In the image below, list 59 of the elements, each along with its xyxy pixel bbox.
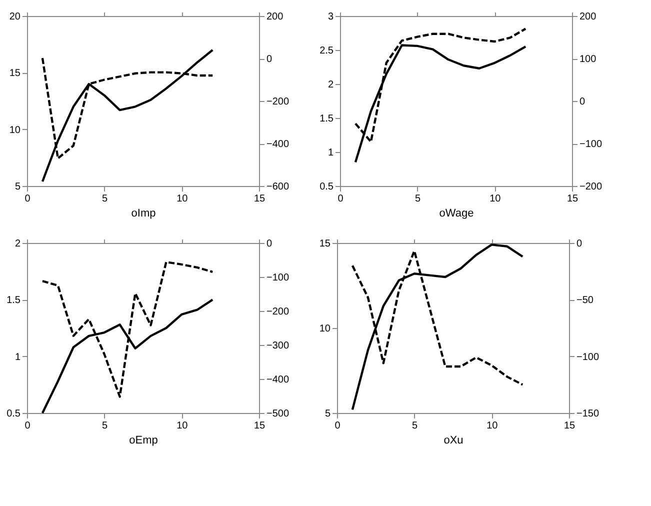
y2-tick-label: −50	[576, 295, 594, 306]
y2-tick-label: −100	[576, 352, 600, 363]
y2-tick-label: −100	[266, 272, 290, 284]
x-tick-label: 5	[412, 420, 418, 432]
x-tick-label: 5	[102, 420, 108, 432]
y2-tick-label: −400	[266, 139, 290, 150]
y-tick-label: 1.5	[320, 114, 334, 124]
y2-tick-label: 0	[266, 54, 272, 65]
x-tick-label: 15	[566, 194, 578, 204]
y2-tick-label: −300	[266, 340, 290, 352]
x-tick-label: 5	[102, 194, 108, 204]
y2-tick-label: 0	[576, 238, 582, 250]
line-series	[351, 244, 524, 411]
y-tick-label: 15	[9, 68, 21, 80]
y-tick-label: 20	[9, 12, 21, 22]
y2-tick-label: −500	[266, 408, 290, 420]
y2-tick-label: 200	[266, 12, 284, 22]
x-axis-title: oXu	[444, 434, 464, 446]
y2-tick-label: −600	[266, 182, 290, 192]
x-tick-label: 0	[338, 194, 344, 204]
x-tick-label: 15	[254, 420, 266, 432]
x-tick-label: 10	[176, 420, 188, 432]
y2-tick-label: −200	[266, 306, 290, 318]
x-tick-label: 0	[24, 420, 31, 432]
y-tick-label: 1	[14, 352, 21, 363]
x-axis-title: oWage	[439, 208, 474, 220]
line-series	[41, 48, 214, 183]
y2-tick-label: −400	[266, 374, 290, 386]
y-tick-label: 0.5	[6, 408, 21, 420]
y-tick-label: 0.5	[320, 182, 334, 192]
y-tick-label: 1	[328, 148, 334, 158]
x-tick-label: 5	[415, 194, 422, 204]
y-tick-label: 15	[319, 238, 331, 250]
x-tick-label: 15	[254, 194, 266, 204]
x-tick-label: 10	[486, 420, 498, 432]
y2-tick-label: −100	[580, 139, 602, 150]
y-tick-label: 5	[14, 182, 21, 192]
x-axis-title: oImp	[131, 208, 156, 220]
y-tick-label: 10	[9, 124, 21, 136]
y-tick-label: 10	[319, 324, 331, 334]
y-tick-label: 5	[324, 408, 331, 420]
x-tick-label: 10	[490, 194, 502, 204]
x-tick-label: 15	[564, 420, 576, 432]
y-tick-label: 3	[328, 12, 334, 22]
y2-tick-label: 100	[580, 54, 597, 65]
y2-tick-label: −150	[576, 408, 600, 420]
y-tick-label: 2.5	[320, 46, 334, 56]
y-tick-label: 2	[328, 80, 334, 90]
x-axis-title: oEmp	[129, 434, 158, 446]
y2-tick-label: −200	[580, 182, 602, 192]
x-tick-label: 0	[334, 420, 341, 432]
y-tick-label: 2	[14, 238, 21, 250]
x-tick-label: 10	[176, 194, 188, 204]
y-tick-label: 1.5	[6, 295, 21, 306]
y2-tick-label: 200	[580, 12, 597, 22]
y2-tick-label: 0	[266, 238, 272, 250]
y2-tick-label: −200	[266, 96, 290, 108]
y2-tick-label: 0	[580, 96, 586, 108]
x-tick-label: 0	[24, 194, 31, 204]
